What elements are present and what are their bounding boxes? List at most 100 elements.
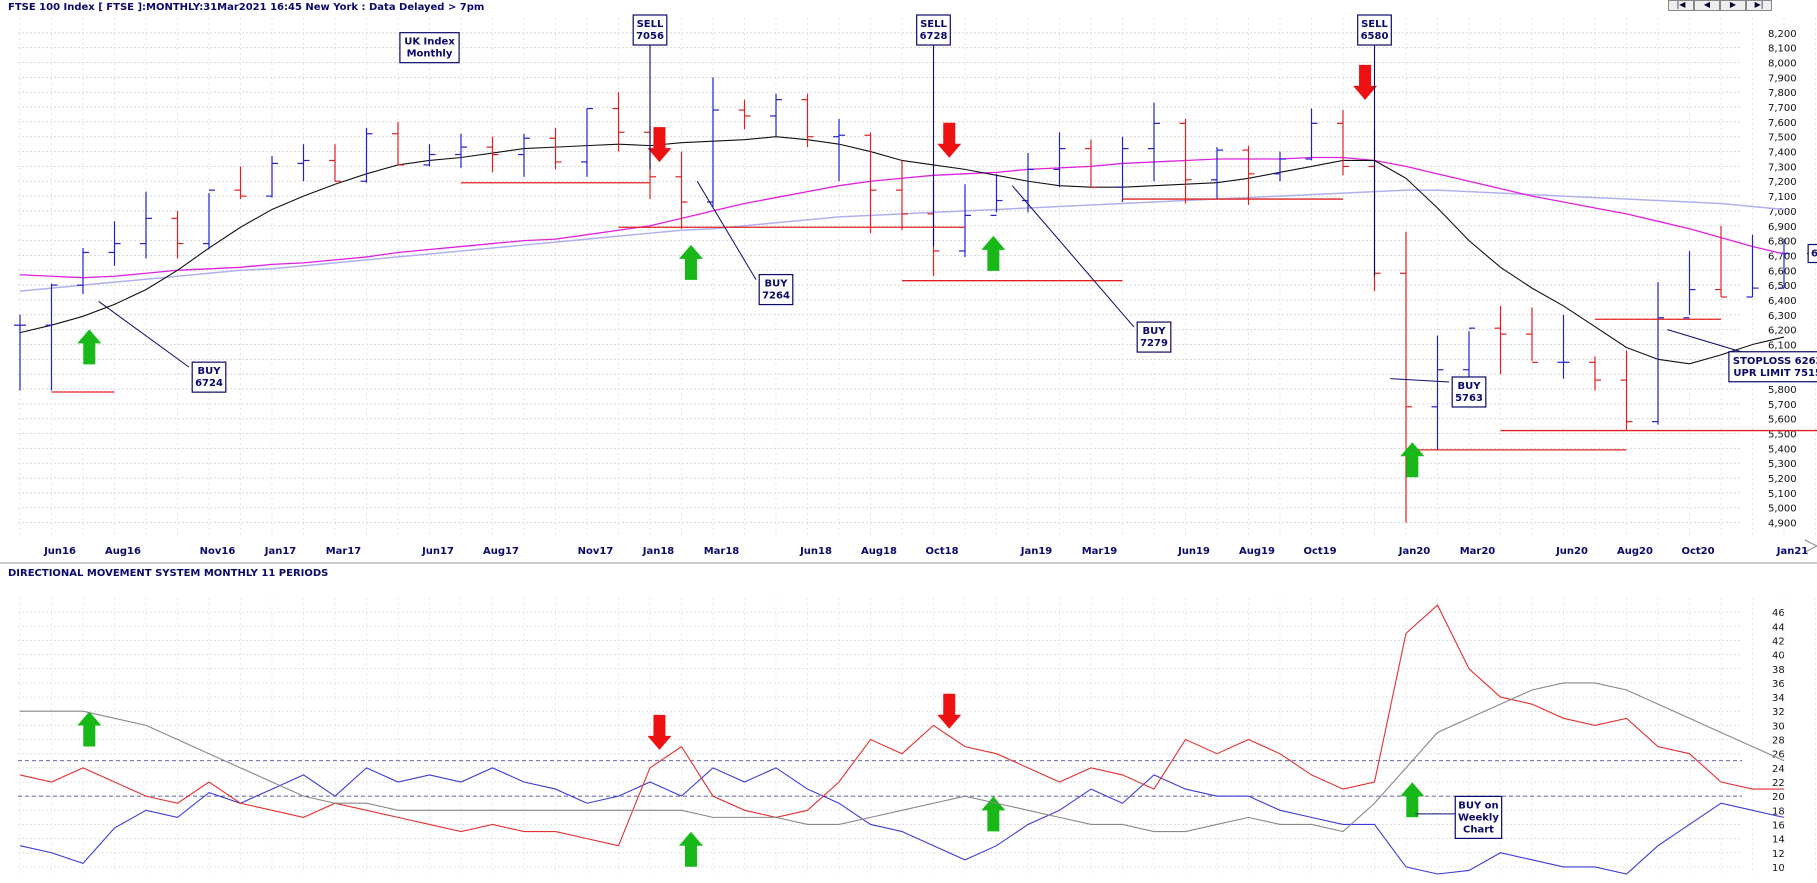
price-tick-label: 4,900 <box>1768 519 1797 530</box>
price-tick-label: 5,300 <box>1768 459 1797 470</box>
buy-arrow-icon <box>77 711 102 747</box>
price-tick-label: 5,400 <box>1768 444 1797 455</box>
indicator-tick-label: 44 <box>1772 622 1785 633</box>
x-tick-label: Aug18 <box>861 546 897 557</box>
svg-text:6728: 6728 <box>920 31 948 42</box>
nav-last-button[interactable]: ▶| <box>1746 0 1772 11</box>
indicator-tick-label: 36 <box>1772 679 1785 690</box>
indicator-tick-label: 14 <box>1772 835 1785 846</box>
x-tick-label: Mar18 <box>704 546 740 557</box>
indicator-tick-label: 32 <box>1772 707 1785 718</box>
svg-text:7264: 7264 <box>762 291 790 302</box>
price-tick-label: 7,100 <box>1768 192 1797 203</box>
x-tick-label: Mar17 <box>326 546 362 557</box>
sell-arrow-icon <box>937 693 962 729</box>
price-tick-label: 6,400 <box>1768 296 1797 307</box>
x-tick-label: Nov17 <box>578 546 614 557</box>
price-tick-label: 5,100 <box>1768 489 1797 500</box>
price-tick-label: 6,100 <box>1768 340 1797 351</box>
price-tick-label: 7,300 <box>1768 162 1797 173</box>
indicator-tick-label: 38 <box>1772 665 1785 676</box>
x-tick-label: Jun18 <box>799 546 832 557</box>
svg-text:SELL: SELL <box>920 19 947 30</box>
svg-text:UK Index: UK Index <box>404 37 455 48</box>
chart-title: FTSE 100 Index [ FTSE ]:MONTHLY:31Mar202… <box>8 2 484 13</box>
indicator-tick-label: 28 <box>1772 736 1785 747</box>
price-tick-label: 7,200 <box>1768 177 1797 188</box>
svg-text:6713: 6713 <box>1811 249 1817 260</box>
indicator-tick-label: 22 <box>1772 778 1785 789</box>
price-tick-label: 6,700 <box>1768 251 1797 262</box>
price-tick-label: 7,700 <box>1768 103 1797 114</box>
nav-next-button[interactable]: ▶ <box>1720 0 1746 11</box>
x-tick-label: Aug20 <box>1617 546 1653 557</box>
buy-arrow-icon <box>1400 442 1425 478</box>
x-tick-label: Oct20 <box>1681 546 1714 557</box>
indicator-title: DIRECTIONAL MOVEMENT SYSTEM MONTHLY 11 P… <box>8 568 328 579</box>
buy-arrow-icon <box>678 244 703 280</box>
buy-arrow-icon <box>77 329 102 365</box>
panel-marker <box>1804 539 1817 547</box>
x-tick-label: Jun16 <box>43 546 76 557</box>
annotation-leader-line <box>696 180 757 280</box>
x-tick-label: Jun19 <box>1177 546 1210 557</box>
indicator-tick-label: 30 <box>1772 721 1785 732</box>
svg-text:6724: 6724 <box>195 378 223 389</box>
price-tick-label: 7,600 <box>1768 118 1797 129</box>
x-tick-label: Jun20 <box>1555 546 1588 557</box>
price-tick-label: 5,700 <box>1768 400 1797 411</box>
indicator-tick-label: 26 <box>1772 750 1785 761</box>
price-tick-label: 8,200 <box>1768 29 1797 40</box>
svg-text:BUY: BUY <box>198 366 222 377</box>
svg-text:7056: 7056 <box>636 31 664 42</box>
svg-text:Chart: Chart <box>1463 824 1494 835</box>
indicator-tick-label: 46 <box>1772 608 1785 619</box>
price-tick-label: 5,000 <box>1768 504 1797 515</box>
sell-arrow-icon <box>647 714 672 750</box>
sell-arrow-icon <box>647 127 672 163</box>
indicator-tick-label: 18 <box>1772 806 1785 817</box>
price-tick-label: 6,500 <box>1768 281 1797 292</box>
x-tick-label: Nov16 <box>200 546 236 557</box>
nav-first-button[interactable]: |◀ <box>1668 0 1694 11</box>
svg-text:SELL: SELL <box>637 19 664 30</box>
buy-arrow-icon <box>981 796 1006 832</box>
annotation-leader-line <box>98 301 190 368</box>
x-tick-label: Jan21 <box>1776 546 1809 557</box>
dmi-line-di_minus <box>19 604 1784 847</box>
price-tick-label: 7,900 <box>1768 73 1797 84</box>
price-tick-label: 5,500 <box>1768 430 1797 441</box>
price-tick-label: 7,500 <box>1768 133 1797 144</box>
price-tick-label: 7,800 <box>1768 88 1797 99</box>
svg-text:BUY: BUY <box>765 279 789 290</box>
dmi-line-di_plus <box>19 767 1785 875</box>
annotation-leader-line <box>1011 185 1135 328</box>
x-tick-label: Oct18 <box>925 546 958 557</box>
x-tick-label: Aug17 <box>483 546 519 557</box>
svg-text:BUY: BUY <box>1458 381 1482 392</box>
svg-text:SELL: SELL <box>1361 19 1388 30</box>
price-tick-label: 6,900 <box>1768 222 1797 233</box>
x-tick-label: Mar20 <box>1460 546 1496 557</box>
svg-text:UPR LIMIT 7515: UPR LIMIT 7515 <box>1733 368 1817 379</box>
buy-arrow-icon <box>981 235 1006 271</box>
sell-arrow-icon <box>1353 64 1378 100</box>
price-tick-label: 8,100 <box>1768 44 1797 55</box>
price-tick-label: 6,800 <box>1768 237 1797 248</box>
buy-arrow-icon <box>678 831 703 867</box>
x-tick-label: Oct19 <box>1303 546 1336 557</box>
annotation-leader-line <box>1390 378 1450 383</box>
indicator-tick-label: 40 <box>1772 651 1785 662</box>
nav-prev-button[interactable]: ◀ <box>1694 0 1720 11</box>
dmi-line-adx <box>20 682 1785 833</box>
buy-arrow-icon <box>1400 782 1425 818</box>
price-tick-label: 5,800 <box>1768 385 1797 396</box>
